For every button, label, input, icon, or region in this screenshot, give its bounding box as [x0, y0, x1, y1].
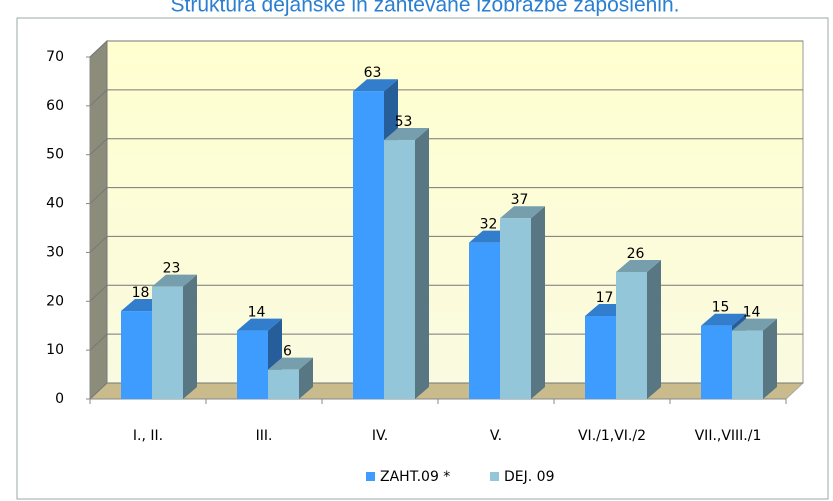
x-tick-label: V. [490, 428, 502, 444]
bar [237, 330, 268, 399]
y-tick-label: 50 [46, 147, 64, 163]
legend-label: DEJ. 09 [504, 469, 554, 485]
bar [732, 330, 763, 399]
bar-top [268, 357, 313, 370]
grid-line [89, 40, 108, 58]
legend-label: ZAHT.09 * [380, 469, 450, 485]
data-label: 26 [627, 246, 645, 262]
chart-title: Struktura dejanske in zahtevane izobrazb… [171, 0, 680, 17]
y-tick-label: 40 [46, 196, 64, 212]
y-tick-label: 20 [46, 293, 64, 309]
data-label: 14 [248, 305, 266, 321]
grid-line [89, 284, 108, 302]
grid-line [89, 89, 108, 107]
bar-top [732, 318, 777, 331]
y-tick-label: 30 [46, 244, 64, 260]
bar-top [237, 318, 282, 331]
bar-side [531, 206, 545, 399]
bar-top [353, 79, 398, 92]
bar-side [299, 357, 313, 399]
data-label: 14 [743, 305, 761, 321]
data-label: 6 [283, 344, 292, 360]
bar [500, 218, 531, 399]
x-tick-label: IV. [372, 428, 388, 444]
bar [585, 315, 616, 399]
bar-top [616, 259, 661, 272]
bar-side [763, 318, 777, 399]
bar-side [183, 274, 197, 399]
bar [268, 369, 299, 399]
bar [152, 286, 183, 399]
bar-top [500, 206, 545, 219]
legend-swatch [490, 472, 499, 481]
grid-line [89, 187, 108, 204]
bar [616, 271, 647, 399]
bar-top [384, 128, 429, 141]
grid-line [89, 138, 108, 156]
x-tick-label: III. [256, 428, 273, 444]
x-tick-label: VII.,VIII./1 [695, 428, 762, 444]
bar [121, 311, 152, 399]
y-tick-label: 10 [46, 342, 64, 358]
side-wall [89, 39, 108, 401]
bar-side [647, 259, 661, 399]
data-label: 17 [596, 290, 614, 306]
back-wall [106, 40, 804, 384]
x-tick-label: I., II. [133, 428, 163, 444]
y-tick-label: 0 [55, 391, 64, 407]
data-label: 15 [712, 300, 730, 316]
bar-top [152, 274, 197, 287]
grid-line [89, 236, 108, 253]
y-tick-label: 70 [46, 49, 64, 65]
data-label: 18 [132, 285, 150, 301]
x-tick-label: VI./1,VI./2 [578, 428, 646, 444]
bar [469, 242, 500, 399]
y-tick-label: 60 [46, 98, 64, 114]
bar-top [701, 313, 746, 326]
grid-line [89, 382, 108, 400]
data-label: 37 [511, 192, 529, 208]
data-label: 53 [395, 114, 413, 130]
bar [701, 325, 732, 399]
data-label: 32 [480, 217, 498, 233]
grid-line [89, 333, 108, 351]
data-label: 23 [163, 261, 181, 277]
data-label: 63 [364, 65, 382, 81]
bar [384, 140, 415, 400]
bar [353, 91, 384, 399]
bar-side [415, 128, 429, 400]
legend-swatch [366, 472, 375, 481]
